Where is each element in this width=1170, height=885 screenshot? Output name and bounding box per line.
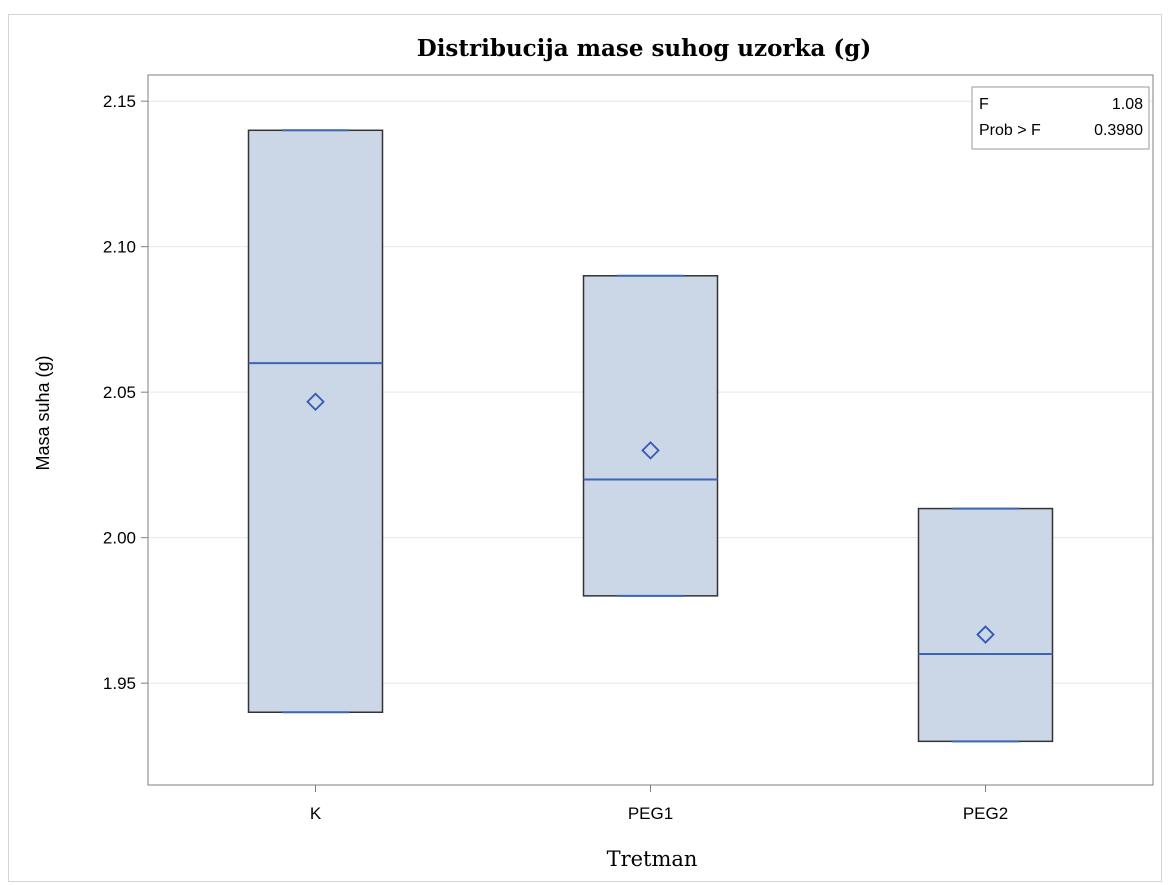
- y-tick-label: 2.00: [103, 529, 136, 548]
- mean-marker: [641, 441, 660, 460]
- box-peg1: [582, 274, 719, 597]
- box-iqr: [247, 129, 384, 714]
- chart-title: Distribucija mase suhog uzorka (g): [417, 35, 871, 62]
- x-axis-label: Tretman: [607, 847, 698, 871]
- inset-prob-value: 0.3980: [1094, 122, 1143, 139]
- ticks: 1.95 2.00 2.05 2.10 2.15 K PEG1 PEG2: [103, 92, 1008, 823]
- box-iqr: [917, 507, 1054, 743]
- box-k: [247, 129, 384, 714]
- x-tick-label: PEG1: [628, 804, 673, 823]
- inset-prob-label: Prob > F: [979, 122, 1041, 139]
- inset-f-value: 1.08: [1112, 96, 1143, 113]
- chart-svg: 1.95 2.00 2.05 2.10 2.15 K PEG1 PEG2 Distribuci…: [33, 35, 1154, 871]
- box-iqr: [582, 275, 719, 597]
- boxes: [247, 129, 1054, 743]
- mean-marker: [306, 392, 325, 412]
- inset-f-label: F: [979, 96, 989, 113]
- chart-frame: 1.95 2.00 2.05 2.10 2.15 K PEG1 PEG2 Distribuci…: [8, 14, 1162, 882]
- y-tick-label: 1.95: [103, 674, 136, 693]
- x-tick-label: K: [310, 804, 322, 823]
- y-tick-label: 2.10: [103, 238, 136, 257]
- mean-marker: [976, 625, 995, 644]
- stats-inset-box: [971, 86, 1150, 150]
- y-axis-label: Masa suha (g): [33, 355, 53, 470]
- y-tick-label: 2.15: [103, 92, 136, 111]
- box-peg2: [917, 507, 1054, 743]
- stats-inset: F 1.08 Prob > F 0.3980: [971, 86, 1150, 150]
- x-tick-label: PEG2: [963, 804, 1008, 823]
- y-tick-label: 2.05: [103, 383, 136, 402]
